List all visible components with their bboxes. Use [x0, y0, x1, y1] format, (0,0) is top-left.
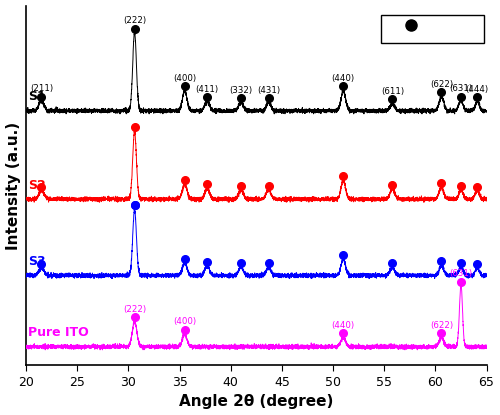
Text: (631): (631) [450, 84, 472, 93]
Text: S2: S2 [28, 178, 46, 192]
Text: (611): (611) [381, 87, 404, 96]
Text: (431): (431) [257, 86, 280, 95]
Text: (444): (444) [466, 85, 489, 94]
Text: (440): (440) [332, 74, 355, 83]
FancyBboxPatch shape [380, 15, 484, 43]
Text: : In$_2$O$_3$: : In$_2$O$_3$ [426, 18, 473, 33]
Text: S3: S3 [28, 255, 46, 268]
Text: (631): (631) [450, 269, 472, 278]
Text: (411): (411) [196, 85, 219, 94]
Text: Pure ITO: Pure ITO [28, 326, 89, 339]
Text: S1: S1 [28, 90, 46, 103]
Text: (222): (222) [123, 305, 146, 314]
Text: (400): (400) [173, 317, 197, 327]
Text: (332): (332) [230, 86, 252, 95]
Text: (440): (440) [332, 321, 355, 330]
Y-axis label: Intensity (a.u.): Intensity (a.u.) [6, 122, 20, 249]
Text: (222): (222) [123, 16, 146, 25]
Text: (622): (622) [430, 80, 453, 89]
X-axis label: Angle 2θ (degree): Angle 2θ (degree) [179, 394, 334, 410]
Text: (400): (400) [173, 74, 197, 83]
Text: (211): (211) [30, 84, 53, 93]
Text: (622): (622) [430, 321, 453, 330]
